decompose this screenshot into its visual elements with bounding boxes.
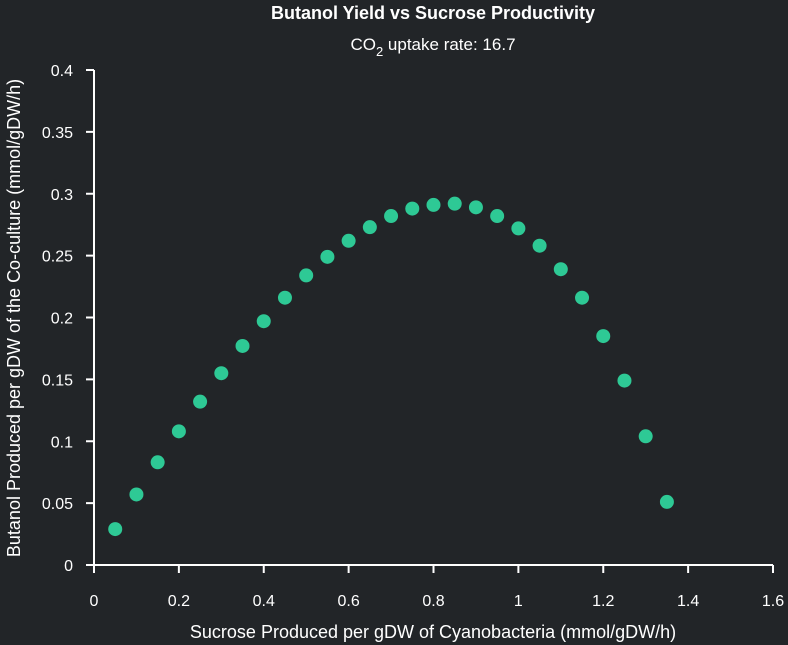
data-point [490, 209, 505, 224]
ticks: 0 0.2 0.4 0.6 0.8 1 1.2 1.4 1.6 0 0.05 0.1 0.15 0.2 0.… [42, 63, 784, 610]
subtitle-prefix: CO [350, 35, 376, 54]
data-point [150, 455, 165, 470]
y-tick-label: 0 [64, 558, 73, 575]
y-tick-label: 0.05 [42, 496, 73, 513]
x-tick-label: 0 [90, 593, 99, 610]
data-point [171, 424, 186, 439]
data-point [341, 233, 356, 248]
x-tick-label: 1.2 [592, 593, 614, 610]
data-point [193, 394, 208, 409]
x-tick-label: 0.4 [253, 593, 275, 610]
data-point [256, 314, 271, 329]
data-point [447, 196, 462, 211]
y-tick-label: 0.3 [51, 187, 73, 204]
x-tick-label: 1.6 [762, 593, 784, 610]
data-point [384, 209, 399, 224]
subtitle-subscript: 2 [376, 44, 383, 59]
axes [93, 70, 773, 566]
data-points [108, 196, 674, 537]
data-point [426, 197, 441, 212]
data-point [362, 220, 377, 235]
data-point [659, 494, 674, 509]
data-point [511, 221, 526, 236]
data-point [129, 487, 144, 502]
data-point [299, 268, 314, 283]
data-point [553, 262, 568, 277]
x-tick-label: 1 [514, 593, 523, 610]
data-point [638, 429, 653, 444]
data-point [235, 338, 250, 353]
chart-subtitle: CO2 uptake rate: 16.7 [350, 35, 515, 59]
subtitle-suffix: uptake rate: 16.7 [383, 35, 515, 54]
x-tick-label: 0.2 [168, 593, 190, 610]
x-tick-label: 0.6 [338, 593, 360, 610]
data-point [108, 522, 123, 537]
y-tick-label: 0.15 [42, 372, 73, 389]
x-tick-label: 1.4 [677, 593, 699, 610]
data-point [277, 290, 292, 305]
x-tick-label: 0.8 [422, 593, 444, 610]
data-point [532, 238, 547, 253]
y-tick-label: 0.1 [51, 434, 73, 451]
y-tick-label: 0.2 [51, 311, 73, 328]
data-point [214, 366, 229, 381]
x-axis-label: Sucrose Produced per gDW of Cyanobacteri… [190, 622, 676, 642]
data-point [596, 329, 611, 344]
y-tick-label: 0.25 [42, 249, 73, 266]
data-point [468, 200, 483, 215]
data-point [320, 249, 335, 264]
chart-title: Butanol Yield vs Sucrose Productivity [271, 3, 595, 23]
data-point [617, 373, 632, 388]
data-point [575, 290, 590, 305]
y-tick-label: 0.4 [51, 63, 73, 80]
y-tick-label: 0.35 [42, 125, 73, 142]
data-point [405, 201, 420, 216]
y-axis-label: Butanol Produced per gDW of the Co-cultu… [4, 79, 24, 557]
